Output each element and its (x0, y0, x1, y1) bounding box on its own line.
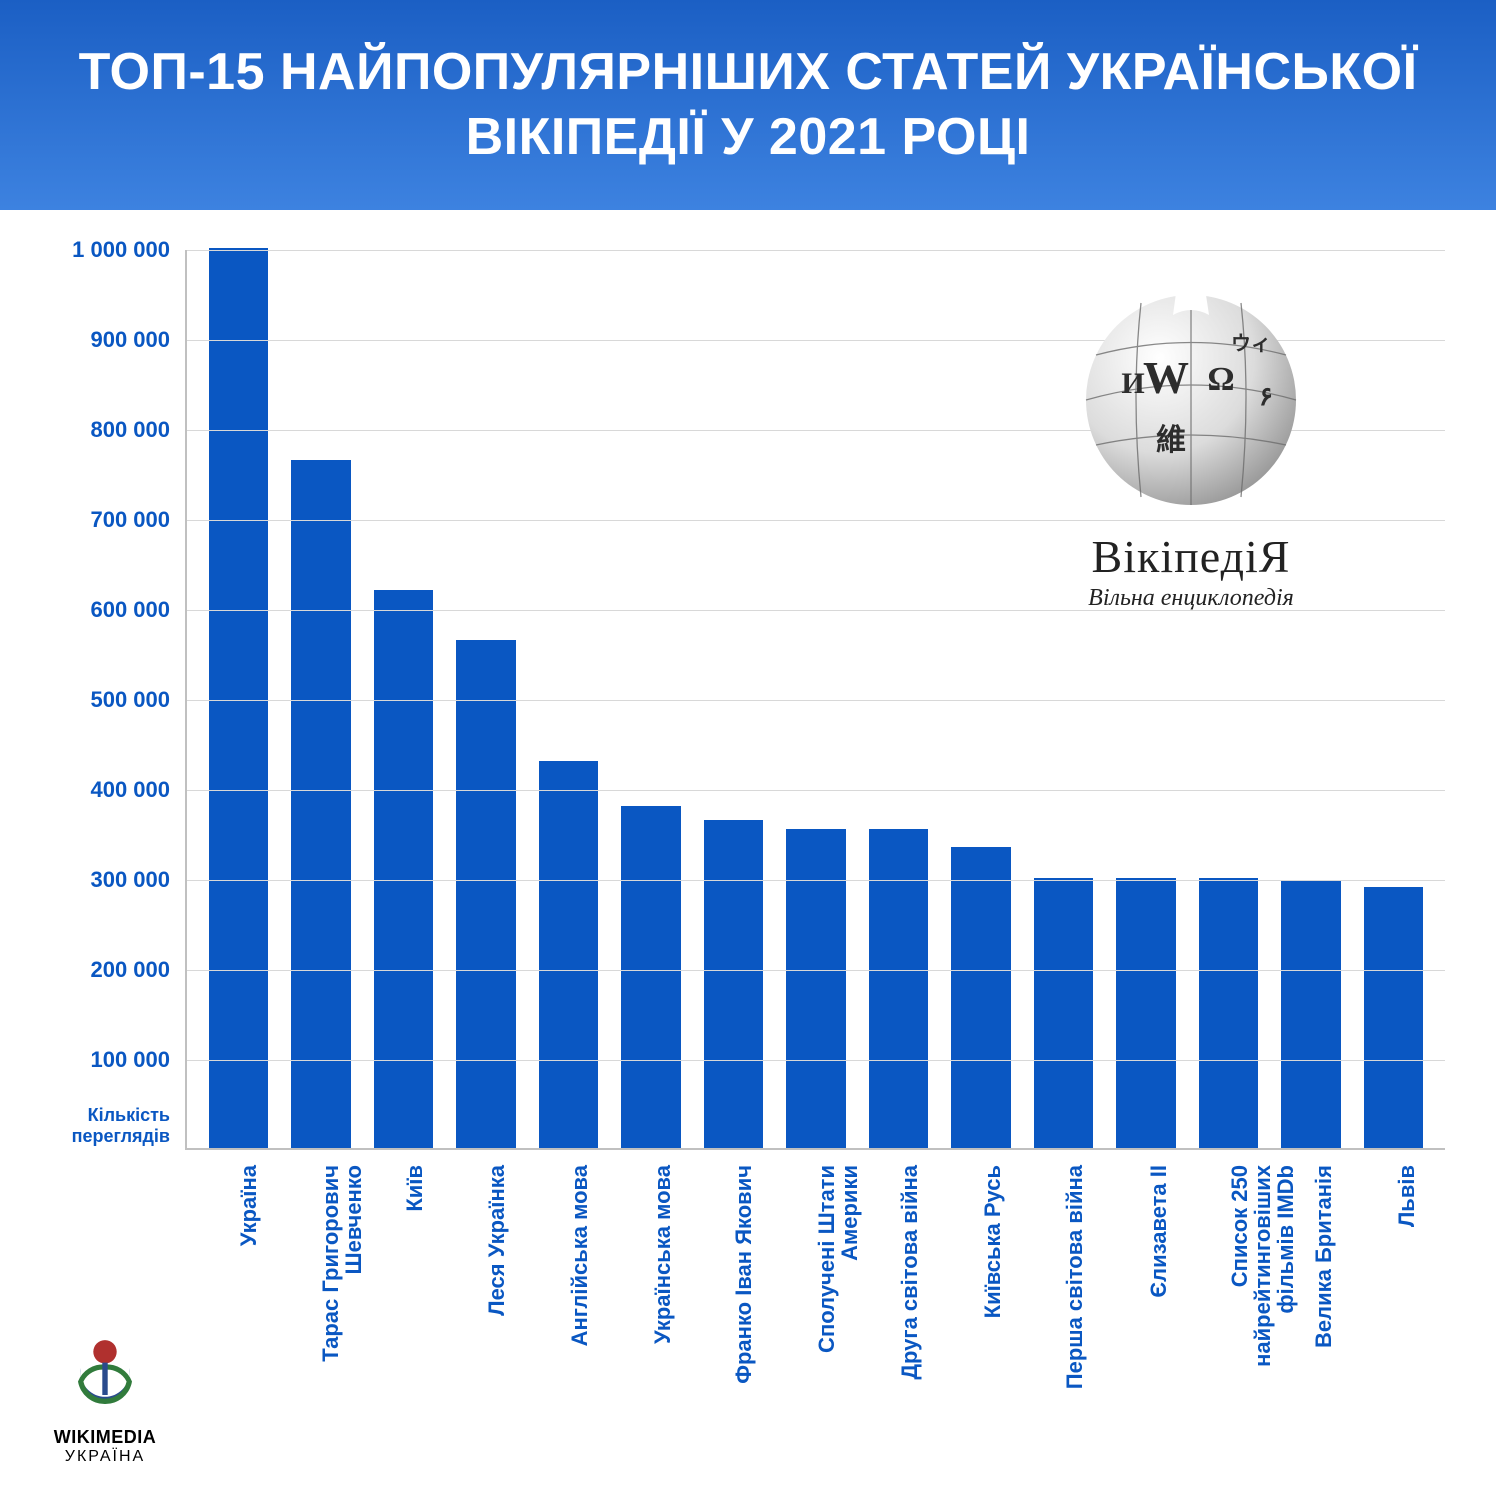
y-axis-label: Кількістьпереглядів (72, 1105, 170, 1146)
x-tick-label: Українська мова (650, 1165, 676, 1344)
x-tick-label: Велика Британія (1311, 1165, 1337, 1348)
y-tick-label: 300 000 (90, 867, 170, 893)
wikimedia-mark-icon (60, 1332, 150, 1422)
bar (209, 248, 268, 1148)
y-tick-label: 1 000 000 (72, 237, 170, 263)
bar-slot (280, 250, 363, 1148)
y-tick-label: 900 000 (90, 327, 170, 353)
bar (539, 761, 598, 1148)
x-tick-label: Леся Українка (484, 1165, 510, 1316)
wikimedia-ukraine-logo: WIKIMEDIA УКРАЇНА (30, 1332, 180, 1466)
y-tick-label: 200 000 (90, 957, 170, 983)
svg-text:ウィ: ウィ (1231, 332, 1271, 355)
x-tick-label: Список 250 найрейтинговіших фільмів IMDb (1228, 1165, 1297, 1395)
wikipedia-globe-icon: W Ω 維 И ウィ ۶ (1071, 275, 1311, 515)
y-tick-label: 500 000 (90, 687, 170, 713)
x-tick-label: Сполучені Штати Америки (815, 1165, 861, 1395)
svg-text:Ω: Ω (1207, 361, 1234, 398)
gridline (187, 880, 1445, 881)
gridline (187, 1060, 1445, 1061)
y-tick-label: 700 000 (90, 507, 170, 533)
bar-slot (527, 250, 610, 1148)
bar (951, 847, 1010, 1149)
bar-slot (610, 250, 693, 1148)
bar (374, 590, 433, 1148)
bar-slot (362, 250, 445, 1148)
wikimedia-text: WIKIMEDIA (30, 1428, 180, 1448)
bar-slot (775, 250, 858, 1148)
bar (621, 806, 680, 1148)
gridline (187, 250, 1445, 251)
wikipedia-logo: W Ω 維 И ウィ ۶ ВікіпедіЯ Вільна енциклопед… (1001, 275, 1381, 612)
x-tick-label: Перша світова війна (1063, 1165, 1086, 1395)
bar (1034, 878, 1093, 1148)
svg-text:維: 維 (1156, 424, 1186, 457)
x-tick-label: Київ (402, 1165, 428, 1212)
y-tick-label: 100 000 (90, 1047, 170, 1073)
bar (869, 829, 928, 1149)
bar-slot (692, 250, 775, 1148)
wikimedia-subtext: УКРАЇНА (30, 1448, 180, 1466)
wikipedia-tagline: Вільна енциклопедія (1001, 585, 1381, 612)
y-axis: Кількістьпереглядів 100 000 200 000 300 00… (50, 250, 180, 1250)
svg-text:۶: ۶ (1259, 382, 1273, 411)
gridline (187, 790, 1445, 791)
page-title: ТОП-15 НАЙПОПУЛЯРНІШИХ СТАТЕЙ УКРАЇНСЬКО… (40, 40, 1456, 170)
svg-text:И: И (1121, 367, 1144, 400)
bar-slot (197, 250, 280, 1148)
bar (1116, 878, 1175, 1148)
bar (1281, 880, 1340, 1148)
y-tick-label: 600 000 (90, 597, 170, 623)
bar-slot (857, 250, 940, 1148)
bar-slot (445, 250, 528, 1148)
gridline (187, 970, 1445, 971)
bar (1199, 878, 1258, 1148)
header-banner: ТОП-15 НАЙПОПУЛЯРНІШИХ СТАТЕЙ УКРАЇНСЬКО… (0, 0, 1496, 210)
x-tick-label: Франко Іван Якович (732, 1165, 755, 1395)
y-tick-label: 400 000 (90, 777, 170, 803)
bar (786, 829, 845, 1149)
bar (704, 820, 763, 1149)
bar (1364, 887, 1423, 1148)
y-tick-label: 800 000 (90, 417, 170, 443)
x-tick-label: Друга світова війна (898, 1165, 921, 1395)
gridline (187, 700, 1445, 701)
bar (456, 640, 515, 1149)
x-tick-label: Англійська мова (567, 1165, 593, 1346)
x-tick-label: Тарас Григорович Шевченко (319, 1165, 365, 1395)
x-tick-label: Єлизавета II (1146, 1165, 1172, 1298)
x-tick-label: Львів (1394, 1165, 1420, 1227)
svg-text:W: W (1143, 352, 1189, 403)
bar (291, 460, 350, 1149)
wikipedia-wordmark: ВікіпедіЯ (1001, 530, 1381, 583)
x-tick-label: Київська Русь (980, 1165, 1006, 1318)
x-tick-label: Україна (236, 1165, 262, 1246)
